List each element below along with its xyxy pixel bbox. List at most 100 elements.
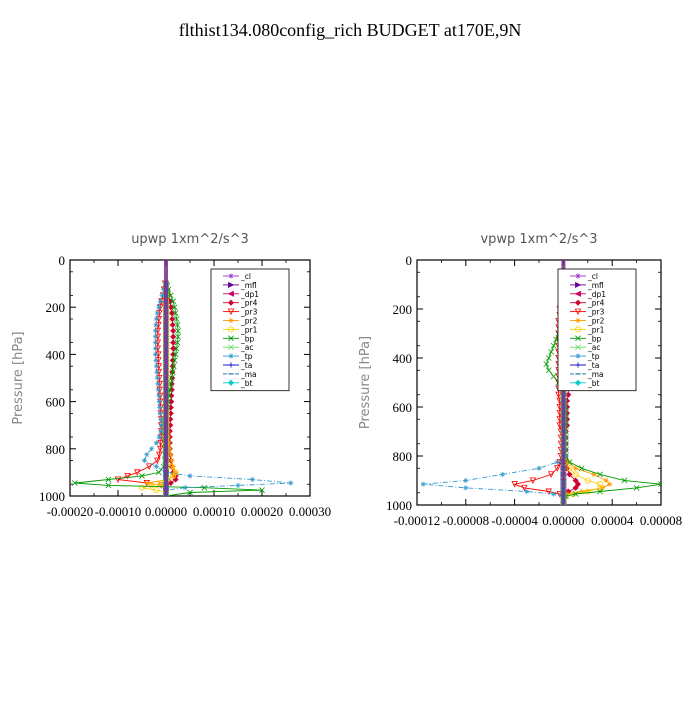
data-point (463, 485, 469, 491)
data-point (168, 310, 175, 317)
legend-item: _ma (570, 370, 604, 379)
data-point (156, 393, 162, 399)
data-point (156, 304, 162, 310)
legend-item: _ta (223, 361, 252, 370)
y-tick-label: 600 (393, 400, 413, 415)
data-point (157, 298, 163, 304)
data-point (169, 369, 176, 375)
legend-label: _ta (587, 361, 599, 370)
legend-item: _pr1 (570, 325, 605, 334)
data-point (154, 457, 161, 465)
data-point (170, 345, 177, 352)
legend-item: _pr3 (570, 308, 605, 317)
legend-item: _pr4 (223, 299, 258, 308)
data-point (551, 491, 557, 497)
data-point (603, 477, 609, 484)
data-point (235, 482, 241, 488)
legend-marker (228, 353, 234, 359)
legend-item: _dp1 (223, 290, 259, 299)
x-tick-label: 0.00000 (145, 504, 187, 519)
data-point (172, 351, 179, 358)
data-point (172, 310, 179, 316)
y-tick-label: 1000 (386, 498, 412, 513)
data-point (584, 488, 591, 495)
data-point (170, 327, 177, 334)
chart-panel-2: vpwp 1xm^2/s^3 Pressure [hPa] 0 200 400 600 80… (358, 232, 682, 528)
data-point (170, 472, 177, 479)
data-point (153, 363, 159, 369)
legend-label: _mfl (240, 281, 257, 290)
data-point (565, 391, 572, 398)
data-point (566, 465, 573, 472)
data-point (159, 292, 165, 298)
data-point (152, 328, 159, 334)
legend-marker (227, 308, 235, 316)
legend-label: _pr2 (240, 317, 258, 326)
legend-label: _bp (587, 334, 602, 343)
legend-item: _tp (570, 352, 600, 361)
data-point (157, 410, 163, 416)
legend-label: _dp1 (240, 290, 259, 299)
data-point (584, 477, 591, 484)
data-point (145, 463, 153, 470)
data-point (575, 481, 582, 488)
data-point (170, 339, 177, 346)
data-point (621, 477, 628, 484)
data-point (175, 327, 181, 334)
legend-marker (227, 290, 234, 297)
data-point (155, 387, 161, 393)
data-point (138, 484, 145, 491)
data-point (182, 485, 188, 491)
legend-label: _pr4 (240, 299, 258, 308)
legend-marker (227, 326, 234, 333)
legend-label: _ac (240, 343, 253, 352)
data-point (153, 487, 160, 494)
legend-marker (228, 362, 234, 368)
data-point (114, 476, 122, 483)
data-point (524, 488, 530, 495)
legend-marker (574, 308, 582, 316)
data-point (170, 363, 177, 370)
legend-item: _tp (223, 352, 253, 361)
data-point (554, 459, 560, 465)
legend: _cl_mfl_dp1_pr4_pr3_pr2_pr1_bp_ac_tp_ta_… (210, 268, 290, 392)
data-point (566, 471, 573, 478)
data-point (158, 416, 164, 422)
data-point (548, 348, 555, 355)
data-point (249, 476, 255, 483)
y-tick-label: 400 (393, 351, 413, 366)
data-point (154, 375, 160, 381)
y-tick-label: 200 (393, 302, 413, 317)
y-axis-label: Pressure [hPa] (358, 336, 373, 429)
data-point (144, 452, 150, 458)
data-point (555, 391, 562, 399)
y-tick-label: 600 (46, 395, 66, 410)
x-tick-label: 0.00004 (591, 513, 634, 528)
chart-panel-1: upwp 1xm^2/s^3 Pressure [hPa] 0 200 400 600 80… (11, 232, 331, 519)
legend-marker (228, 344, 234, 351)
x-tick-label: 0.00020 (241, 504, 283, 519)
legend-item: _ac (223, 343, 253, 352)
data-point (545, 355, 552, 361)
data-point (174, 339, 181, 346)
legend-marker (574, 299, 582, 306)
legend-marker (575, 362, 581, 368)
y-tick-label: 200 (46, 300, 66, 315)
data-point (133, 469, 141, 476)
data-point (152, 345, 159, 352)
data-point (144, 480, 150, 486)
data-point (554, 465, 561, 472)
data-point (597, 471, 603, 478)
data-point (259, 487, 265, 493)
legend-label: _pr4 (587, 299, 605, 308)
x-tick-label: -0.00012 (394, 513, 441, 528)
legend-marker (575, 335, 581, 342)
data-point (153, 322, 159, 328)
x-tick-label: -0.00010 (95, 504, 142, 519)
legend-item: _pr1 (223, 325, 258, 334)
series-tp (141, 281, 294, 496)
data-point (149, 446, 155, 452)
data-point (420, 481, 426, 487)
data-point (633, 484, 640, 491)
data-point (156, 399, 162, 405)
